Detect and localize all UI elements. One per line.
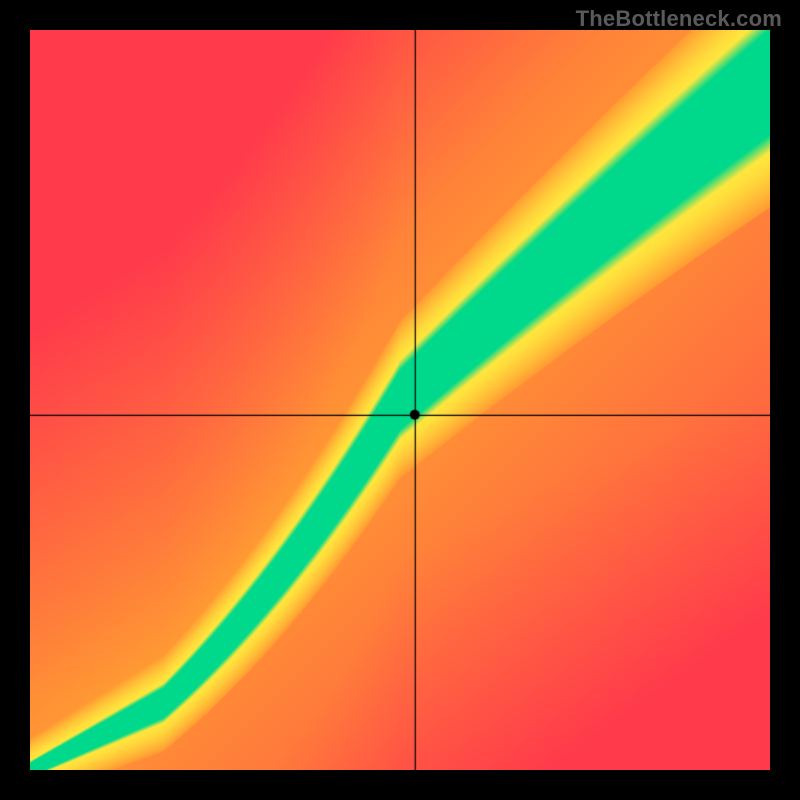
bottleneck-heatmap bbox=[30, 30, 770, 770]
watermark-text: TheBottleneck.com bbox=[576, 6, 782, 32]
heatmap-canvas bbox=[30, 30, 770, 770]
